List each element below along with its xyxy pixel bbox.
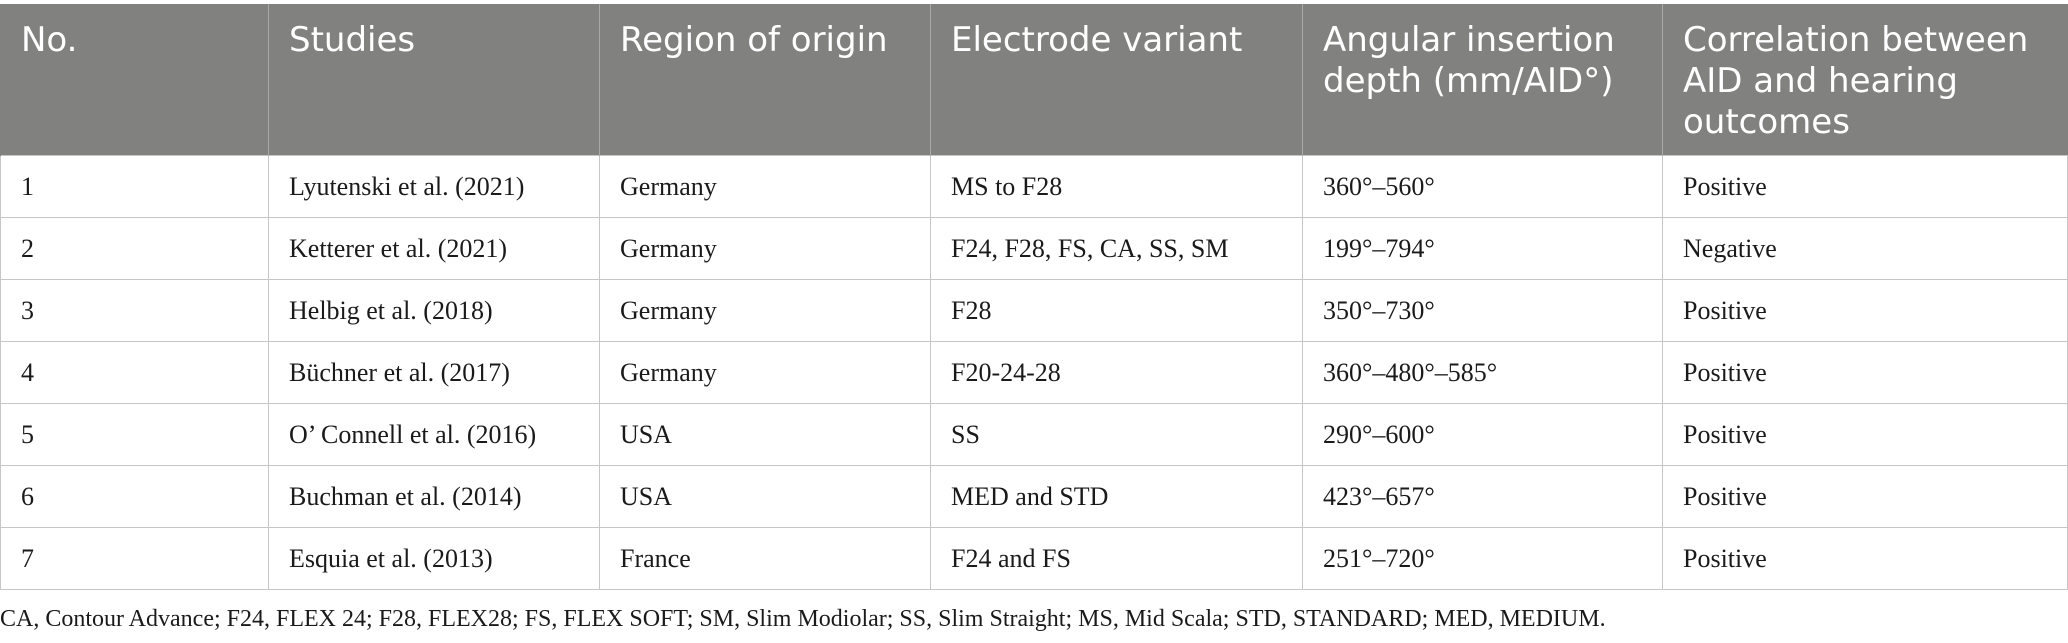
table-row: 3 Helbig et al. (2018) Germany F28 350°–…: [0, 279, 2068, 342]
cell-no: 1: [0, 155, 269, 218]
cell-study: Ketterer et al. (2021): [268, 217, 600, 280]
cell-no: 5: [0, 403, 269, 466]
cell-correlation: Positive: [1662, 341, 2068, 404]
cell-electrode: MED and STD: [930, 465, 1303, 528]
cell-depth: 423°–657°: [1302, 465, 1663, 528]
cell-depth: 360°–480°–585°: [1302, 341, 1663, 404]
cell-correlation: Positive: [1662, 155, 2068, 218]
cell-correlation: Positive: [1662, 527, 2068, 590]
table-header-row: No. Studies Region of origin Electrode v…: [0, 4, 2068, 156]
cell-no: 6: [0, 465, 269, 528]
cell-region: Germany: [599, 279, 931, 342]
cell-study: Lyutenski et al. (2021): [268, 155, 600, 218]
cell-region: USA: [599, 403, 931, 466]
table-row: 5 O’ Connell et al. (2016) USA SS 290°–6…: [0, 403, 2068, 466]
table-row: 7 Esquia et al. (2013) France F24 and FS…: [0, 527, 2068, 590]
studies-table: No. Studies Region of origin Electrode v…: [0, 4, 2068, 590]
data-table-container: No. Studies Region of origin Electrode v…: [0, 4, 2068, 590]
cell-depth: 360°–560°: [1302, 155, 1663, 218]
header-no: No.: [0, 4, 269, 156]
cell-study: Esquia et al. (2013): [268, 527, 600, 590]
cell-correlation: Positive: [1662, 465, 2068, 528]
table-row: 1 Lyutenski et al. (2021) Germany MS to …: [0, 155, 2068, 218]
cell-correlation: Negative: [1662, 217, 2068, 280]
cell-region: Germany: [599, 155, 931, 218]
cell-depth: 251°–720°: [1302, 527, 1663, 590]
cell-depth: 290°–600°: [1302, 403, 1663, 466]
cell-no: 2: [0, 217, 269, 280]
cell-depth: 350°–730°: [1302, 279, 1663, 342]
cell-correlation: Positive: [1662, 403, 2068, 466]
cell-electrode: MS to F28: [930, 155, 1303, 218]
table-row: 6 Buchman et al. (2014) USA MED and STD …: [0, 465, 2068, 528]
cell-electrode: F24, F28, FS, CA, SS, SM: [930, 217, 1303, 280]
header-correlation: Correlation between AID and hearing outc…: [1662, 4, 2068, 156]
cell-region: France: [599, 527, 931, 590]
cell-electrode: F28: [930, 279, 1303, 342]
table-row: 4 Büchner et al. (2017) Germany F20-24-2…: [0, 341, 2068, 404]
header-region: Region of origin: [599, 4, 931, 156]
cell-correlation: Positive: [1662, 279, 2068, 342]
cell-study: O’ Connell et al. (2016): [268, 403, 600, 466]
table-footnote: CA, Contour Advance; F24, FLEX 24; F28, …: [0, 606, 1606, 632]
cell-depth: 199°–794°: [1302, 217, 1663, 280]
cell-region: Germany: [599, 341, 931, 404]
table-row: 2 Ketterer et al. (2021) Germany F24, F2…: [0, 217, 2068, 280]
cell-electrode: SS: [930, 403, 1303, 466]
header-studies: Studies: [268, 4, 600, 156]
cell-study: Büchner et al. (2017): [268, 341, 600, 404]
cell-no: 3: [0, 279, 269, 342]
header-angular-depth: Angular insertion depth (mm/AID°): [1302, 4, 1663, 156]
cell-region: USA: [599, 465, 931, 528]
header-electrode: Electrode variant: [930, 4, 1303, 156]
cell-study: Helbig et al. (2018): [268, 279, 600, 342]
cell-region: Germany: [599, 217, 931, 280]
cell-electrode: F24 and FS: [930, 527, 1303, 590]
cell-study: Buchman et al. (2014): [268, 465, 600, 528]
cell-no: 7: [0, 527, 269, 590]
cell-electrode: F20-24-28: [930, 341, 1303, 404]
cell-no: 4: [0, 341, 269, 404]
